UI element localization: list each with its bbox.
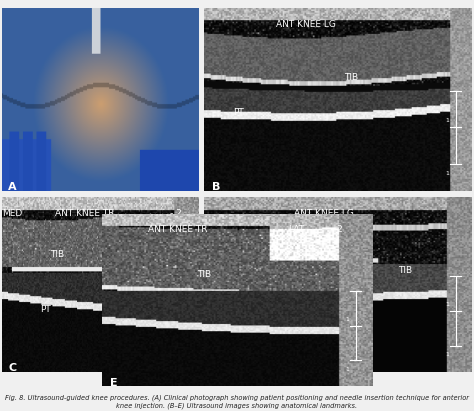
Text: TIB: TIB	[398, 266, 412, 275]
Text: 1: 1	[446, 171, 449, 175]
Text: LAT: LAT	[289, 225, 304, 234]
Text: 1: 1	[446, 352, 449, 357]
Text: TIB: TIB	[198, 270, 211, 279]
Text: PT: PT	[233, 108, 244, 117]
Text: D: D	[212, 363, 221, 373]
Text: B: B	[212, 182, 220, 192]
Text: - 2: - 2	[170, 208, 182, 217]
Text: TIB: TIB	[50, 250, 64, 259]
Text: 1: 1	[446, 118, 449, 122]
Text: A: A	[8, 182, 17, 192]
Text: ANT KNEE TR: ANT KNEE TR	[55, 208, 115, 217]
Text: 1: 1	[446, 302, 449, 307]
Text: E: E	[110, 378, 118, 388]
Text: Fig. 8. Ultrasound-guided knee procedures. (A) Clinical photograph showing patie: Fig. 8. Ultrasound-guided knee procedure…	[5, 395, 469, 409]
Text: HFP: HFP	[233, 263, 250, 272]
Text: PT: PT	[40, 305, 51, 314]
Text: 1: 1	[346, 317, 350, 322]
Text: 1: 1	[346, 367, 350, 372]
Text: 1: 1	[180, 352, 183, 357]
Text: ANT KNEE LG: ANT KNEE LG	[294, 208, 354, 217]
Text: - 2: - 2	[331, 225, 343, 234]
Text: PT: PT	[311, 332, 322, 342]
Text: C: C	[8, 363, 17, 373]
Text: ANT KNEE LG: ANT KNEE LG	[276, 20, 336, 29]
Text: TIB: TIB	[344, 73, 358, 82]
Text: ANT KNEE TR: ANT KNEE TR	[148, 225, 207, 234]
Text: MED: MED	[2, 208, 22, 217]
Text: 1: 1	[180, 302, 183, 307]
